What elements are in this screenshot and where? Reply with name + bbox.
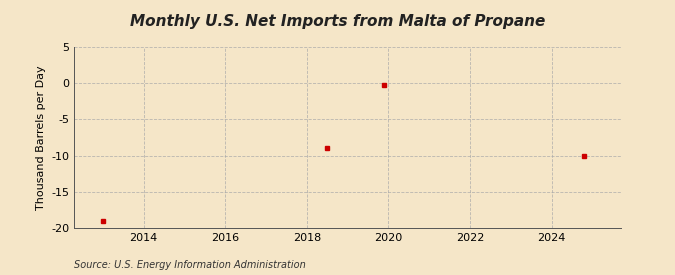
Text: Source: U.S. Energy Information Administration: Source: U.S. Energy Information Administ… (74, 260, 306, 270)
Y-axis label: Thousand Barrels per Day: Thousand Barrels per Day (36, 65, 46, 210)
Text: Monthly U.S. Net Imports from Malta of Propane: Monthly U.S. Net Imports from Malta of P… (130, 14, 545, 29)
